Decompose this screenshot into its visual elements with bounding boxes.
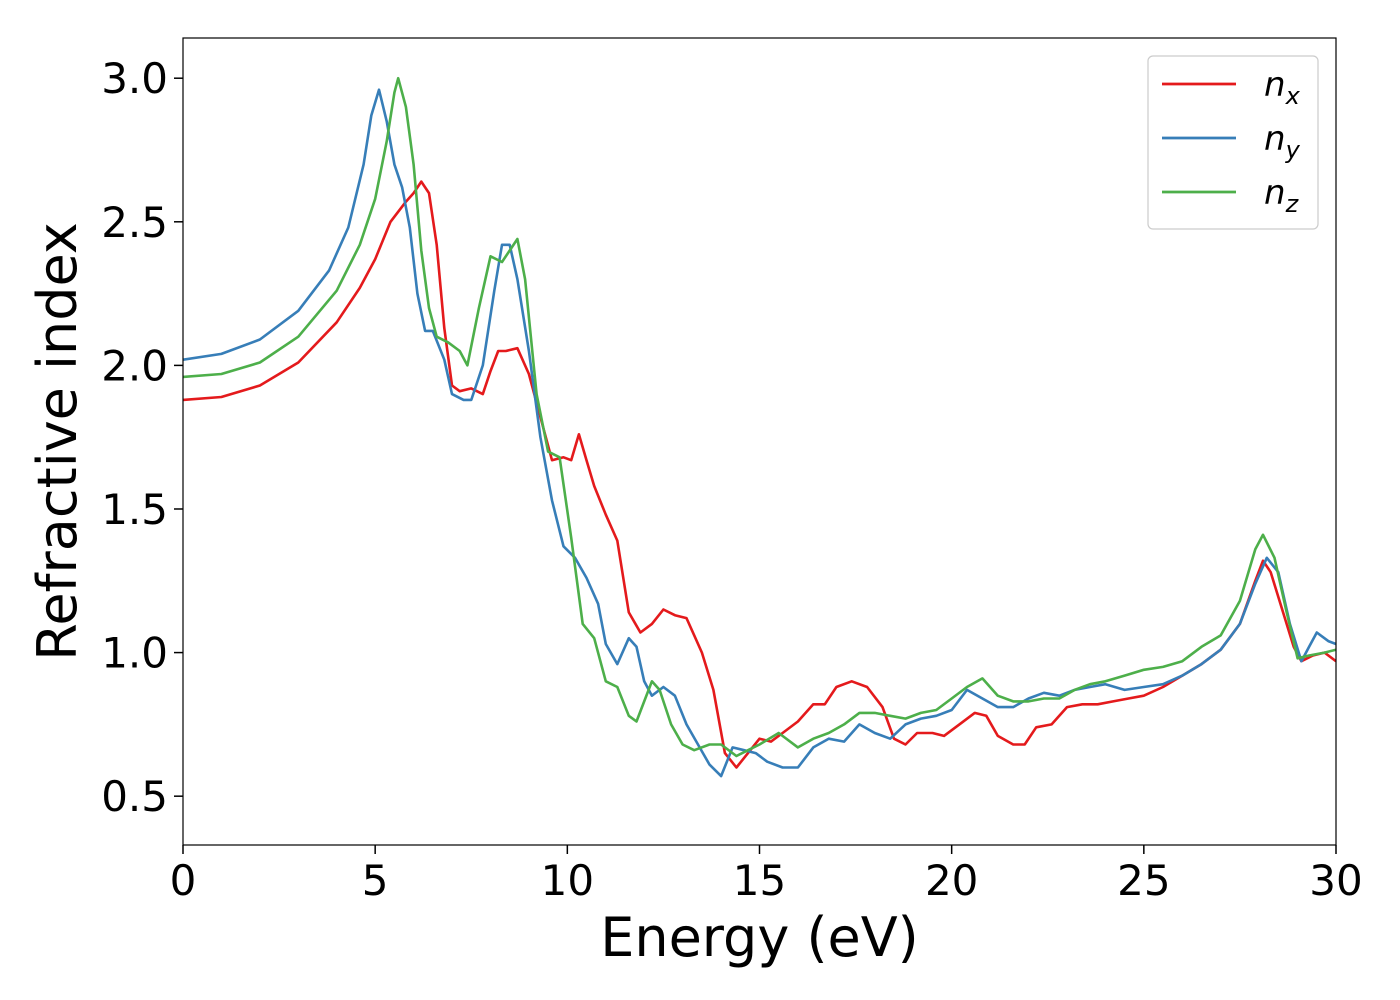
x-tick-label: 0: [170, 856, 197, 905]
y-tick-label: 1.0: [101, 629, 168, 678]
x-tick-label: 30: [1309, 856, 1362, 905]
x-tick-label: 10: [541, 856, 594, 905]
series-line-x: [183, 180, 1336, 769]
x-tick-label: 15: [733, 856, 786, 905]
x-tick-label: 5: [362, 856, 389, 905]
y-tick-label: 2.0: [101, 341, 168, 390]
legend-label-y: ny: [1264, 119, 1301, 164]
x-tick-label: 25: [1117, 856, 1170, 905]
y-tick-label: 2.5: [101, 198, 168, 247]
y-tick-label: 0.5: [101, 772, 168, 821]
series-line-y: [183, 88, 1336, 778]
x-axis: 0 5 10 15 20 25 30: [170, 845, 1363, 905]
legend-box: [1147, 55, 1319, 230]
legend-label-z: nz: [1264, 173, 1300, 218]
legend-label-x: nx: [1264, 65, 1301, 110]
y-axis-title: Refractive index: [26, 222, 89, 661]
x-axis-title: Energy (eV): [600, 906, 919, 969]
y-tick-label: 3.0: [101, 54, 168, 103]
x-tick-label: 20: [925, 856, 978, 905]
series-layer: [183, 76, 1336, 778]
legend: nx ny nz: [1147, 55, 1319, 230]
y-axis: 0.5 1.0 1.5 2.0 2.5 3.0: [101, 54, 183, 821]
series-line-z: [183, 76, 1336, 758]
y-tick-label: 1.5: [101, 485, 168, 534]
